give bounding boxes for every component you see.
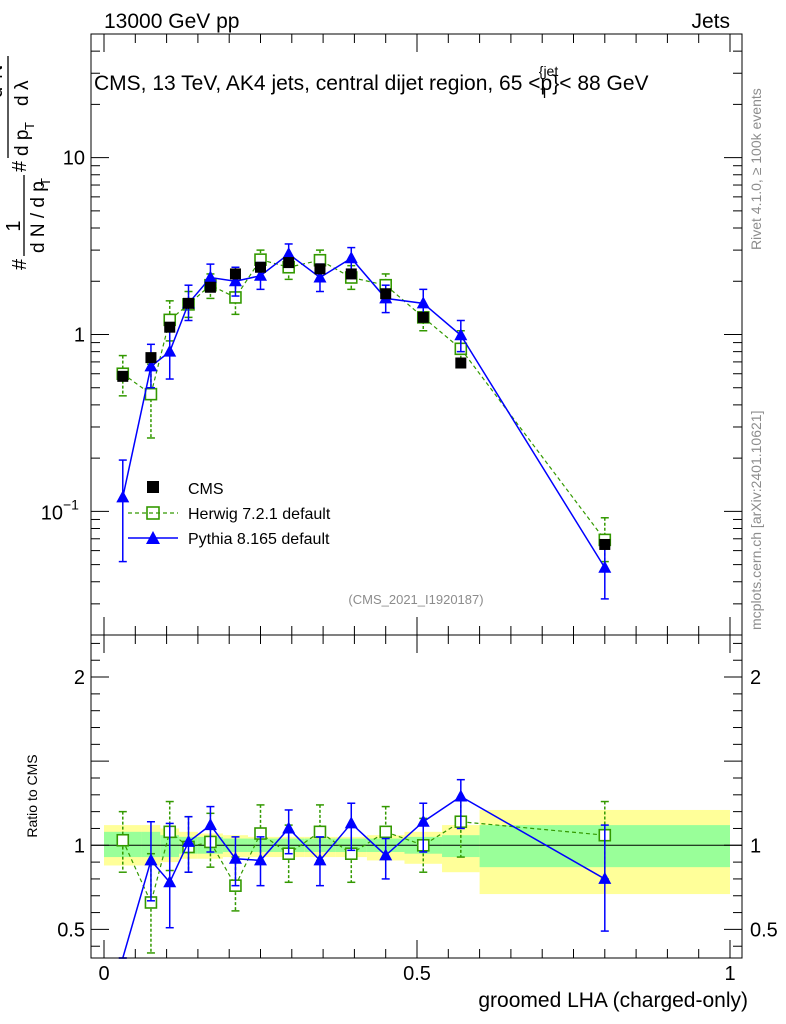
ylabel-dl: d xyxy=(12,95,33,106)
main-ytick-label: 10 xyxy=(63,148,85,170)
header-right: Jets xyxy=(691,10,730,33)
pythia-point xyxy=(228,274,242,287)
plot-title-main: CMS, 13 TeV, AK4 jets, central dijet reg… xyxy=(94,72,552,95)
cms-point xyxy=(117,370,129,382)
ratio-xtick-label: 1 xyxy=(724,963,735,985)
ratio-pythia-point xyxy=(203,818,217,831)
ratio-ytick-label: 1 xyxy=(74,835,85,857)
mcplots-label: mcplots.cern.ch [arXiv:2401.10621] xyxy=(748,411,764,630)
cms-point xyxy=(455,357,467,369)
ratio-pythia-point xyxy=(163,875,177,888)
pythia-point xyxy=(116,490,130,503)
cms-point xyxy=(599,538,611,550)
ylabel-lambda: λ xyxy=(12,80,33,90)
cms-point xyxy=(283,257,295,269)
ratio-pythia-point xyxy=(144,853,158,866)
legend: CMS Herwig 7.2.1 default Pythia 8.165 de… xyxy=(128,481,331,548)
ratio-ytick-label-right: 1 xyxy=(750,835,761,857)
legend-herwig-marker xyxy=(146,506,160,520)
pythia-point xyxy=(598,560,612,573)
ylabel-denom2: d p xyxy=(12,130,33,156)
ratio-pythia-point xyxy=(182,834,196,847)
analysis-id: (CMS_2021_I1920187) xyxy=(348,592,483,607)
pythia-point xyxy=(344,251,358,264)
herwig-point xyxy=(144,387,158,401)
ylabel-num: d xyxy=(0,87,7,98)
pythia-line xyxy=(122,253,606,569)
main-ytick-label: 1 xyxy=(74,325,85,347)
ratio-pythia-point xyxy=(379,848,393,861)
ylabel-T: T xyxy=(38,178,53,186)
ratio-pythia-point xyxy=(416,814,430,827)
legend-cms-marker xyxy=(147,481,159,493)
ylabel-hash1: # xyxy=(9,258,31,270)
ylabel-T2: T xyxy=(22,122,37,130)
ratio-pythia-point xyxy=(282,821,296,834)
ratio-frame xyxy=(90,634,743,959)
pythia-point xyxy=(416,296,430,309)
ratio-herwig-point xyxy=(116,833,130,847)
pythia-point xyxy=(282,247,296,260)
main-ytick-label-exp: −1 xyxy=(63,496,79,512)
ratio-ylabel: Ratio to CMS xyxy=(24,754,40,837)
cms-point xyxy=(417,311,429,323)
main-marks xyxy=(116,243,612,600)
ratio-herwig-point xyxy=(313,825,327,839)
legend-herwig-label: Herwig 7.2.1 default xyxy=(188,506,331,523)
pythia-point xyxy=(144,359,158,372)
ratio-pythia-point xyxy=(344,816,358,829)
cms-point xyxy=(345,268,357,280)
ratio-herwig-point xyxy=(379,825,393,839)
ratio-axes: 0 0.5 1 2 2 1 1 0.5 0.5 xyxy=(57,635,778,985)
ratio-pythia-point xyxy=(598,871,612,884)
legend-pythia-marker xyxy=(146,531,160,544)
ratio-pythia-point xyxy=(228,851,242,864)
cms-point xyxy=(229,268,241,280)
ratio-marks xyxy=(91,778,742,959)
plot-title-sub: T xyxy=(540,85,549,101)
ylabel-one: 1 xyxy=(3,220,25,231)
pythia-point xyxy=(313,270,327,283)
header-left: 13000 GeV pp xyxy=(104,10,239,33)
cms-point xyxy=(183,297,195,309)
cms-point xyxy=(380,288,392,300)
rivet-label: Rivet 4.1.0, ≥ 100k events xyxy=(748,88,764,250)
pythia-point xyxy=(203,270,217,283)
pythia-point xyxy=(454,328,468,341)
ratio-pythia-point xyxy=(313,853,327,866)
ylabel-denom: d N / d p xyxy=(28,181,49,253)
cms-point xyxy=(145,352,157,364)
ratio-ytick-label-right: 0.5 xyxy=(750,919,778,941)
plot-title-sup: {jet xyxy=(539,63,559,79)
pythia-point xyxy=(254,268,267,281)
cms-point xyxy=(164,321,176,333)
ratio-pythia-point xyxy=(254,853,267,866)
ratio-panel: 0 0.5 1 2 2 1 1 0.5 0.5 Ratio to CMS groomed LHA… xyxy=(24,634,778,1012)
legend-cms-label: CMS xyxy=(188,481,224,498)
ratio-ytick-label-right: 2 xyxy=(750,667,761,689)
ratio-pythia-point xyxy=(454,789,468,802)
ratio-ytick-label: 0.5 xyxy=(57,919,85,941)
plot-title-end: }< 88 GeV xyxy=(552,72,648,95)
main-ytick-label-base: 10 xyxy=(41,502,63,524)
pythia-point xyxy=(163,344,177,357)
ylabel-hash2: # xyxy=(9,160,31,172)
legend-pythia-label: Pythia 8.165 default xyxy=(188,531,330,548)
plot-title: CMS, 13 TeV, AK4 jets, central dijet reg… xyxy=(94,63,649,101)
cms-point xyxy=(255,261,266,273)
cms-point xyxy=(314,263,326,275)
cms-point xyxy=(204,281,216,293)
x-axis-label: groomed LHA (charged-only) xyxy=(478,989,748,1012)
ratio-xtick-label: 0 xyxy=(98,963,109,985)
ratio-xtick-label: 0.5 xyxy=(403,963,431,985)
ratio-ytick-label: 2 xyxy=(74,667,85,689)
ylabel-numN: N xyxy=(0,65,7,79)
main-ylabel: # 1 d N / d p T # d 2 N d p T d λ xyxy=(0,56,53,270)
ratio-pythia-line xyxy=(122,795,606,959)
